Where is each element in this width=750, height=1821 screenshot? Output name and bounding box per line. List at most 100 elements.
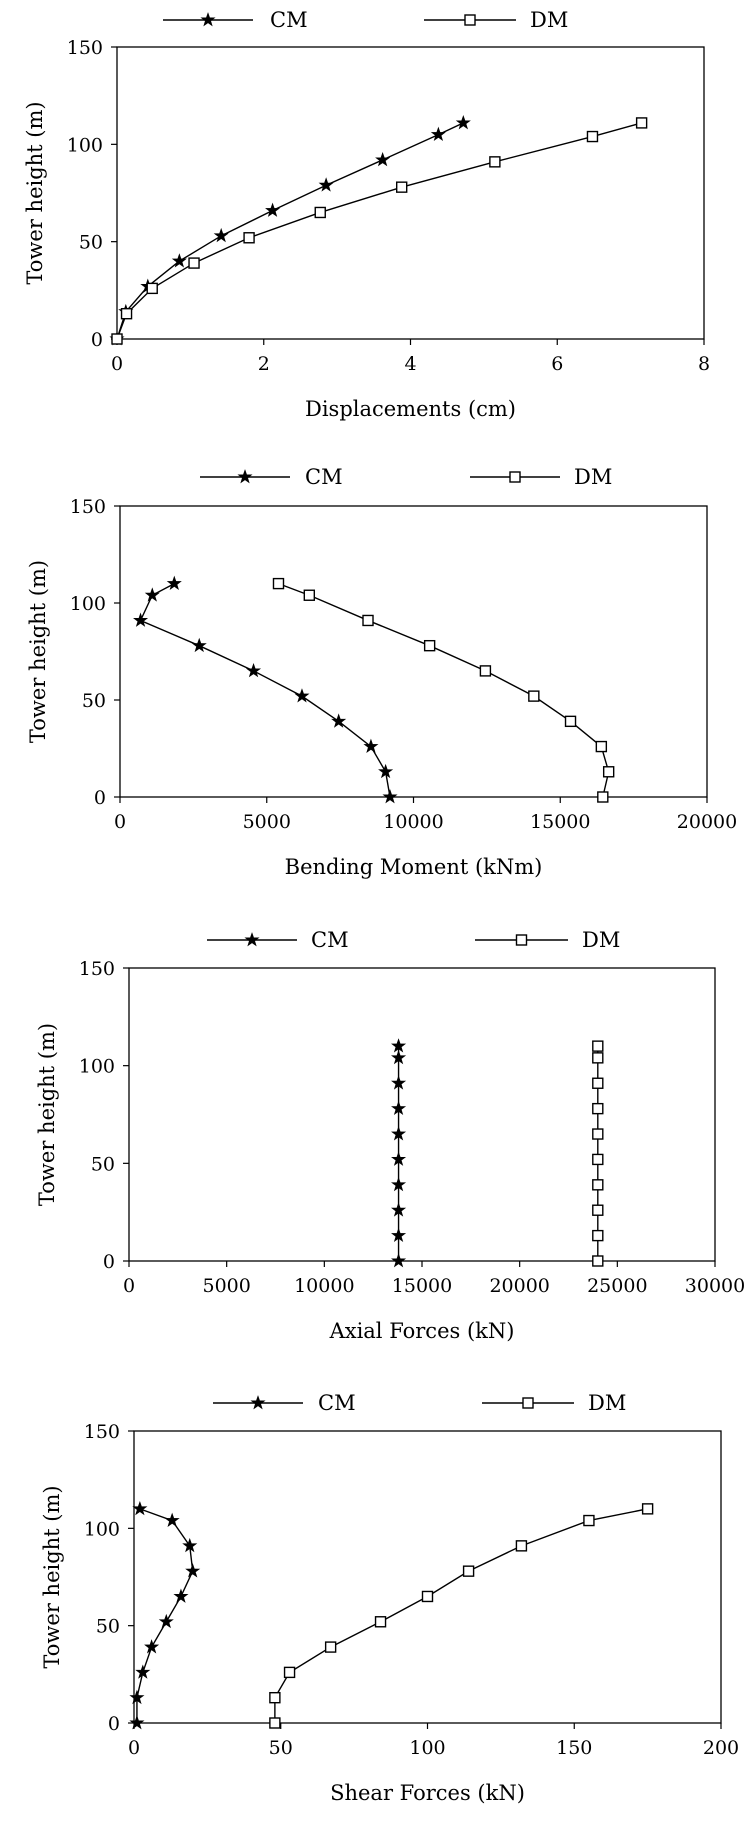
data-point-cm bbox=[391, 1176, 407, 1192]
y-axis-label: Tower height (m) bbox=[40, 1485, 64, 1668]
data-point-dm bbox=[395, 181, 408, 193]
data-point-cm bbox=[213, 227, 229, 243]
y-tick-label: 100 bbox=[67, 134, 103, 156]
series-line-cm bbox=[116, 122, 464, 340]
x-tick-label: 0 bbox=[111, 353, 123, 375]
legend-label-dm: DM bbox=[588, 1391, 626, 1415]
legend-item-cm: CM bbox=[207, 928, 349, 952]
data-point-dm bbox=[592, 1077, 604, 1089]
data-point-cm bbox=[191, 637, 207, 653]
data-point-cm bbox=[375, 151, 391, 167]
data-point-dm bbox=[374, 1616, 387, 1628]
x-tick-label: 4 bbox=[404, 353, 416, 375]
x-tick-label: 10000 bbox=[383, 811, 443, 833]
data-point-dm bbox=[592, 1179, 604, 1191]
x-axis-label: Displacements (cm) bbox=[305, 397, 516, 421]
x-tick-label: 50 bbox=[269, 1737, 293, 1759]
y-tick-label: 0 bbox=[91, 329, 103, 351]
data-point-cm bbox=[135, 1664, 151, 1679]
data-point-cm bbox=[331, 713, 347, 728]
y-tick-label: 50 bbox=[79, 232, 103, 254]
x-tick-label: 0 bbox=[123, 1275, 135, 1297]
legend-marker-dm bbox=[522, 1397, 534, 1409]
legend: CM DM bbox=[207, 928, 620, 952]
data-point-cm bbox=[158, 1613, 174, 1629]
data-point-cm bbox=[363, 738, 379, 753]
data-point-dm bbox=[602, 766, 615, 778]
plot-frame bbox=[133, 1430, 722, 1724]
legend: CM DM bbox=[200, 465, 612, 489]
y-tick-label: 100 bbox=[84, 1518, 120, 1540]
y-tick-label: 50 bbox=[91, 1153, 115, 1175]
chart-3: 0 5000 10000 15000 20000 25000 30000 0 50 100 150 A… bbox=[35, 928, 745, 1343]
data-point-cm bbox=[129, 1689, 145, 1705]
data-point-cm bbox=[129, 1715, 145, 1730]
data-point-dm bbox=[592, 1153, 604, 1166]
x-tick-label: 30000 bbox=[685, 1275, 745, 1297]
x-tick-label: 15000 bbox=[530, 811, 590, 833]
series-line-cm bbox=[136, 1508, 194, 1723]
legend-marker-dm bbox=[509, 471, 521, 483]
y-tick-label: 0 bbox=[108, 1713, 120, 1735]
data-point-cm bbox=[382, 789, 398, 804]
data-point-dm bbox=[528, 690, 540, 702]
y-tick-label: 150 bbox=[79, 958, 115, 980]
plot-frame bbox=[119, 505, 708, 798]
data-point-dm bbox=[592, 1204, 604, 1216]
data-point-dm bbox=[595, 740, 608, 753]
legend-marker-cm bbox=[250, 1395, 266, 1410]
legend-marker-dm bbox=[464, 14, 476, 26]
legend-item-dm: DM bbox=[475, 928, 620, 952]
data-point-dm bbox=[111, 333, 123, 345]
data-point-cm bbox=[144, 1639, 160, 1654]
data-point-dm bbox=[272, 577, 285, 590]
legend-marker-cm bbox=[244, 932, 260, 947]
x-tick-label: 20000 bbox=[677, 811, 737, 833]
y-tick-label: 50 bbox=[82, 690, 106, 712]
data-point-cm bbox=[391, 1227, 407, 1243]
legend-marker-dm bbox=[515, 934, 528, 946]
legend-label-cm: CM bbox=[305, 465, 343, 489]
plot-frame bbox=[116, 46, 705, 340]
data-point-cm bbox=[173, 1588, 189, 1603]
data-point-cm bbox=[265, 202, 281, 217]
data-point-dm bbox=[592, 1255, 604, 1267]
data-point-dm bbox=[423, 639, 436, 652]
x-tick-label: 5000 bbox=[202, 1275, 250, 1297]
data-point-dm bbox=[283, 1666, 296, 1679]
data-point-cm bbox=[391, 1151, 407, 1166]
data-point-dm bbox=[592, 1052, 604, 1064]
data-point-dm bbox=[597, 791, 609, 803]
data-point-dm bbox=[592, 1229, 604, 1242]
data-point-cm bbox=[318, 177, 334, 192]
data-point-cm bbox=[171, 253, 187, 268]
data-point-dm bbox=[421, 1590, 434, 1603]
data-point-dm bbox=[489, 156, 501, 168]
legend-label-cm: CM bbox=[318, 1391, 356, 1415]
data-point-dm bbox=[303, 589, 316, 601]
legend-label-cm: CM bbox=[270, 8, 308, 32]
data-point-dm bbox=[269, 1717, 281, 1729]
legend: CM DM bbox=[213, 1391, 626, 1415]
legend-item-dm: DM bbox=[482, 1391, 626, 1415]
y-tick-label: 100 bbox=[79, 1056, 115, 1078]
x-tick-label: 10000 bbox=[294, 1275, 354, 1297]
x-axis-label: Bending Moment (kNm) bbox=[285, 855, 543, 879]
x-tick-label: 20000 bbox=[489, 1275, 549, 1297]
x-tick-label: 5000 bbox=[243, 811, 291, 833]
legend-item-dm: DM bbox=[470, 465, 612, 489]
x-tick-label: 0 bbox=[128, 1737, 140, 1759]
data-point-dm bbox=[324, 1641, 337, 1653]
data-point-dm bbox=[583, 1514, 595, 1527]
y-axis-label: Tower height (m) bbox=[35, 1023, 59, 1206]
legend-label-dm: DM bbox=[574, 465, 612, 489]
x-tick-label: 2 bbox=[258, 353, 270, 375]
data-point-dm bbox=[586, 130, 599, 143]
series-line-dm bbox=[116, 122, 642, 340]
legend: CM DM bbox=[163, 8, 568, 32]
data-point-cm bbox=[391, 1253, 407, 1268]
y-tick-label: 150 bbox=[84, 1421, 120, 1443]
data-point-cm bbox=[132, 1500, 148, 1516]
y-tick-label: 150 bbox=[67, 37, 103, 59]
data-point-dm bbox=[564, 715, 577, 728]
